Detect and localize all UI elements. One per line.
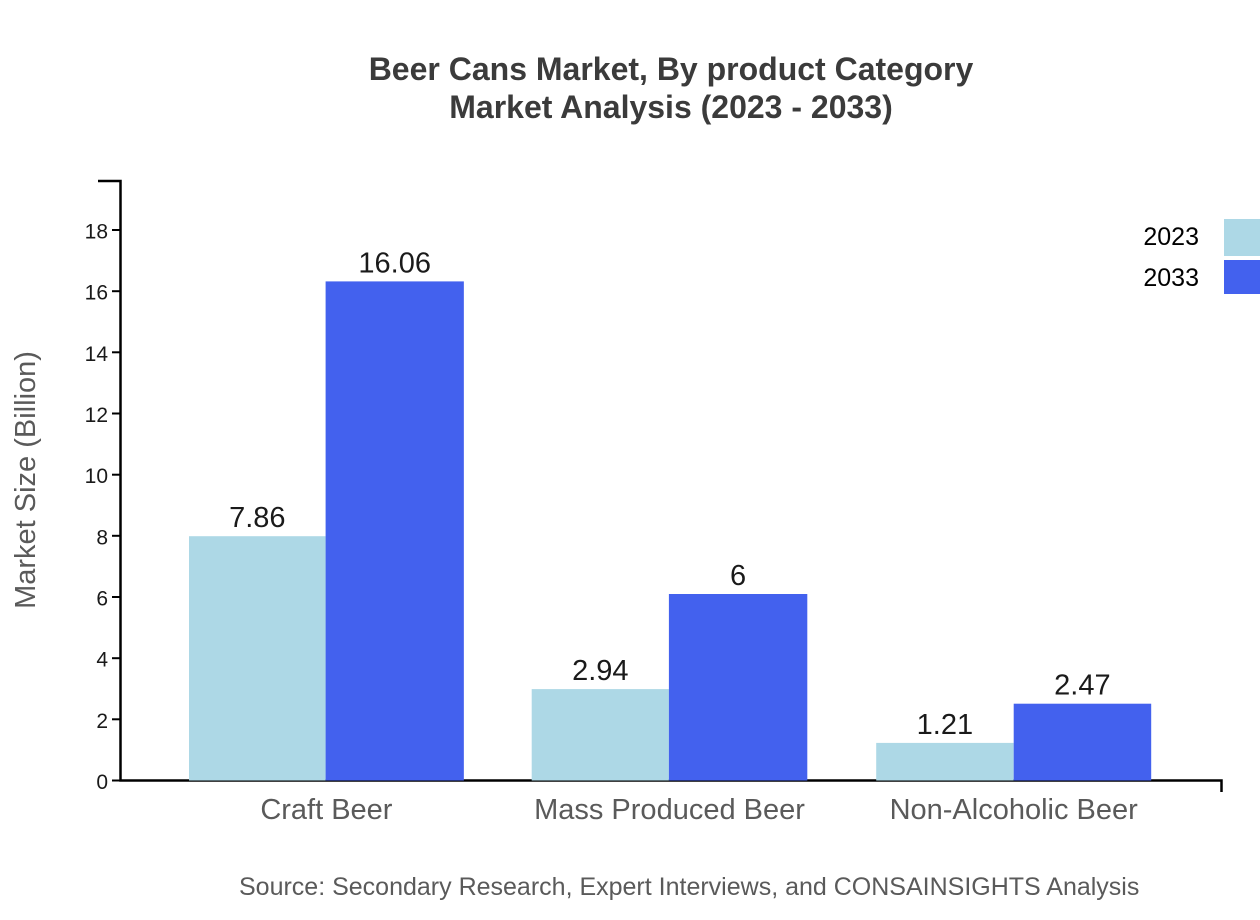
svg-text:2023: 2023 xyxy=(1143,223,1199,251)
svg-text:2.47: 2.47 xyxy=(1054,670,1110,702)
svg-text:6: 6 xyxy=(96,588,108,611)
svg-text:7.86: 7.86 xyxy=(229,502,285,534)
svg-text:0: 0 xyxy=(96,771,108,794)
svg-text:10: 10 xyxy=(85,465,108,488)
svg-text:Mass Produced Beer: Mass Produced Beer xyxy=(534,794,805,826)
svg-text:4: 4 xyxy=(96,649,108,672)
svg-text:2.94: 2.94 xyxy=(572,655,628,687)
svg-text:18: 18 xyxy=(85,221,108,244)
svg-text:Market Size (Billion): Market Size (Billion) xyxy=(10,351,42,609)
svg-text:12: 12 xyxy=(85,404,108,427)
svg-text:Craft Beer: Craft Beer xyxy=(260,794,392,826)
svg-text:14: 14 xyxy=(85,343,109,366)
svg-text:1.21: 1.21 xyxy=(917,709,973,741)
svg-text:16.06: 16.06 xyxy=(358,247,431,279)
svg-text:6: 6 xyxy=(730,560,746,592)
svg-text:Non-Alcoholic Beer: Non-Alcoholic Beer xyxy=(890,794,1139,826)
svg-text:16: 16 xyxy=(85,282,108,305)
svg-text:2033: 2033 xyxy=(1143,264,1199,292)
svg-text:2: 2 xyxy=(96,710,108,733)
svg-text:8: 8 xyxy=(96,526,108,549)
